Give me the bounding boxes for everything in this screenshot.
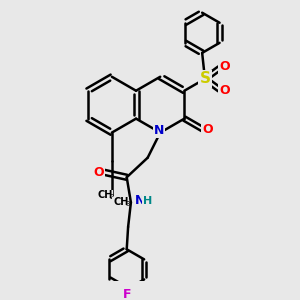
Text: N: N (135, 194, 145, 208)
Text: CH: CH (97, 190, 112, 200)
Text: F: F (122, 288, 131, 300)
Text: S: S (200, 71, 210, 86)
Text: N: N (154, 124, 164, 137)
Text: O: O (219, 84, 230, 98)
Text: O: O (202, 123, 213, 136)
Text: 2: 2 (109, 194, 113, 200)
Text: O: O (219, 60, 230, 74)
Text: O: O (94, 166, 104, 179)
Text: CH: CH (113, 197, 128, 207)
Text: H: H (143, 196, 152, 206)
Text: 3: 3 (125, 201, 130, 207)
